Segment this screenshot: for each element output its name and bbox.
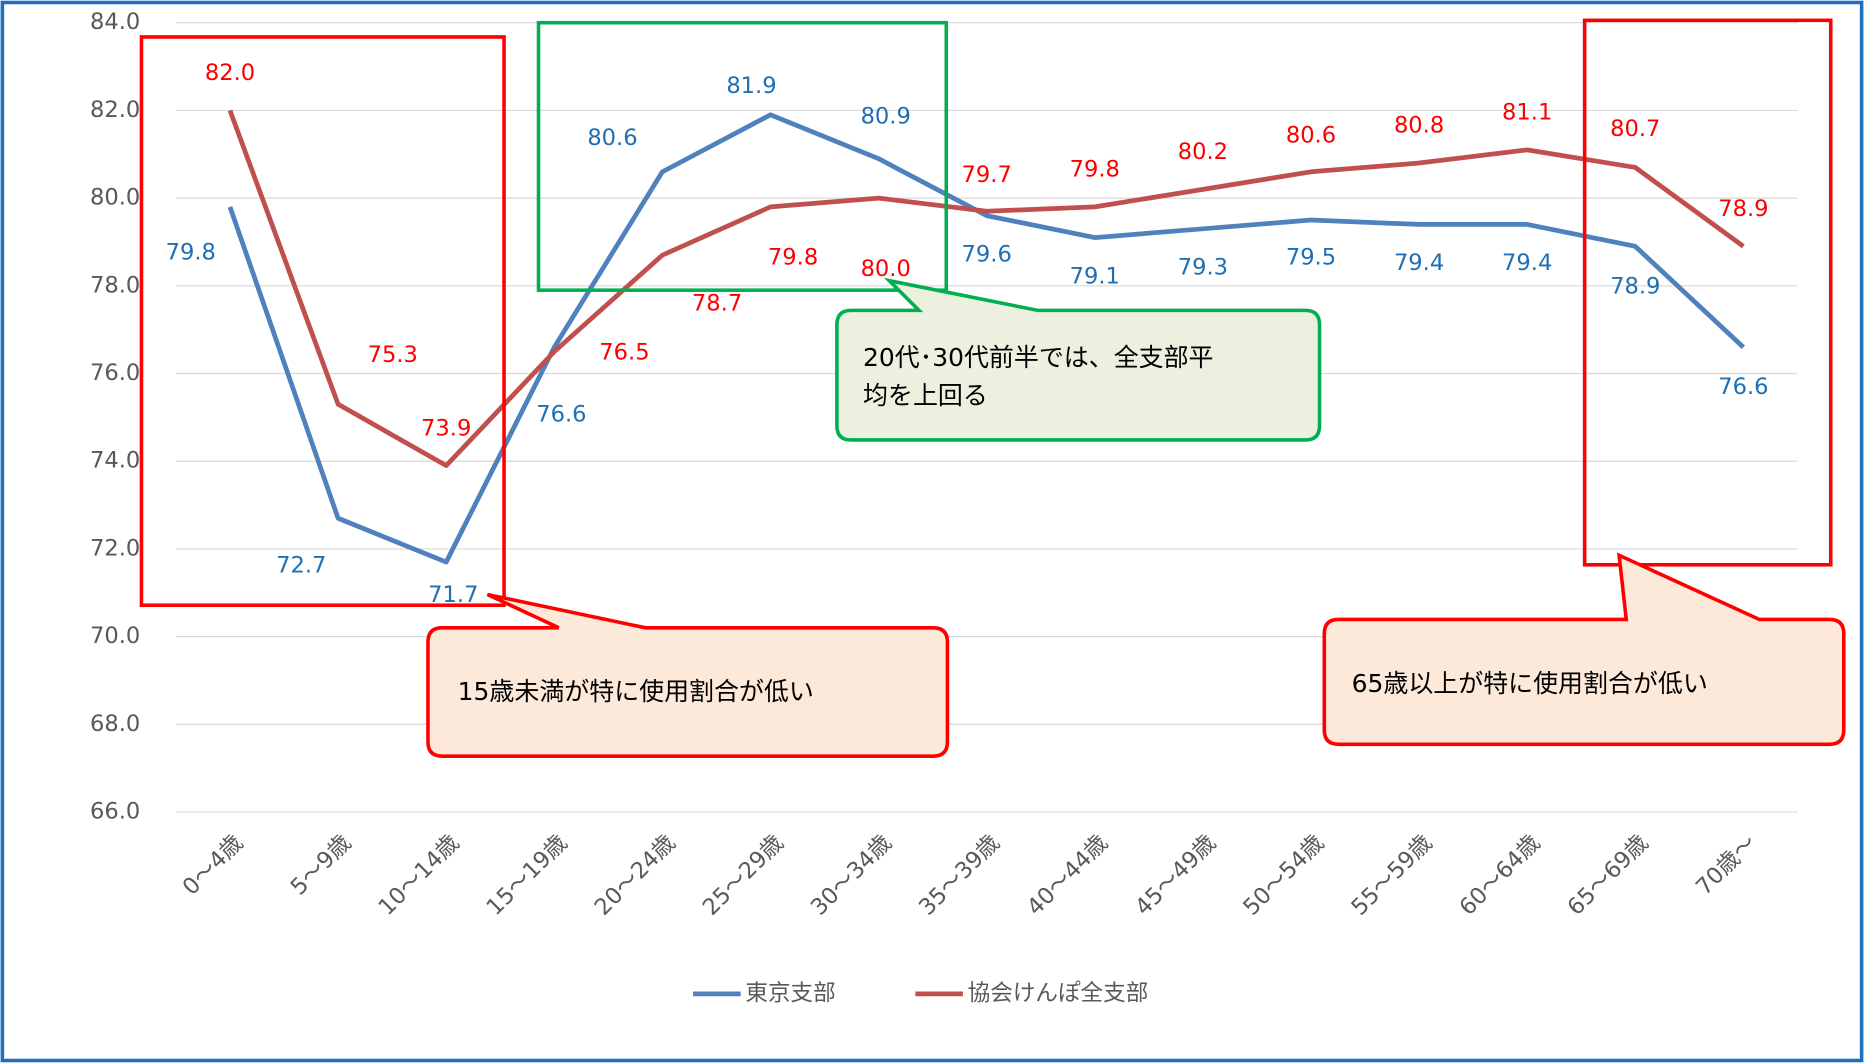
data-label: 81.9 <box>726 73 776 99</box>
legend-label: 協会けんぽ全支部 <box>968 980 1149 1006</box>
data-label: 78.7 <box>692 290 742 316</box>
data-label: 80.2 <box>1178 139 1228 165</box>
data-label: 78.9 <box>1610 273 1660 299</box>
highlight-box <box>1582 18 1833 567</box>
series-line <box>227 109 1745 468</box>
callout <box>1322 552 1846 747</box>
data-label: 79.8 <box>1070 157 1120 183</box>
annotation: 65歳以上が特に使用割合が低い <box>1352 669 1708 698</box>
y-tick-label: 84.0 <box>90 9 140 35</box>
data-label: 80.9 <box>861 104 911 130</box>
data-label: 79.5 <box>1286 245 1336 271</box>
data-label: 78.9 <box>1718 196 1768 222</box>
callout <box>835 277 1322 442</box>
data-label: 79.6 <box>962 241 1012 267</box>
data-label: 79.4 <box>1394 250 1444 276</box>
data-label: 76.6 <box>536 401 586 427</box>
data-label: 79.8 <box>768 245 818 271</box>
y-tick-label: 74.0 <box>90 448 140 474</box>
data-label: 80.6 <box>1286 123 1336 149</box>
y-tick-label: 72.0 <box>90 535 140 561</box>
data-label: 73.9 <box>421 415 471 441</box>
y-tick-label: 70.0 <box>90 623 140 649</box>
data-label: 79.4 <box>1502 250 1552 276</box>
annotations: 15歳未満が特に使用割合が低い 20代･30代前半では、全支部平 均を上回る 6… <box>139 18 1846 758</box>
y-tick-label: 80.0 <box>90 185 140 211</box>
data-label: 80.8 <box>1394 113 1444 139</box>
y-tick-label: 78.0 <box>90 272 140 298</box>
data-label: 82.0 <box>205 60 255 86</box>
y-tick-label: 82.0 <box>90 97 140 123</box>
highlight-box <box>139 35 506 607</box>
data-label: 76.5 <box>599 339 649 365</box>
data-label: 81.1 <box>1502 100 1552 126</box>
data-label: 79.1 <box>1070 263 1120 289</box>
callout <box>426 592 950 758</box>
data-label: 75.3 <box>368 342 418 368</box>
highlight-box <box>536 20 949 292</box>
data-label: 80.7 <box>1610 116 1660 142</box>
data-label: 80.6 <box>587 125 637 151</box>
y-tick-label: 66.0 <box>90 799 140 825</box>
data-label: 80.0 <box>861 256 911 282</box>
y-tick-label: 68.0 <box>90 711 140 737</box>
data-label: 72.7 <box>276 552 326 578</box>
data-label: 79.3 <box>1178 255 1228 281</box>
legend-label: 東京支部 <box>745 980 835 1006</box>
data-label: 79.8 <box>166 240 216 266</box>
annotation: 20代･30代前半では、全支部平 <box>863 343 1213 372</box>
annotation: 15歳未満が特に使用割合が低い <box>458 677 814 706</box>
series-line <box>227 112 1745 565</box>
annotation: 均を上回る <box>863 381 988 410</box>
y-tick-label: 76.0 <box>90 360 140 386</box>
data-label: 79.7 <box>962 162 1012 188</box>
data-label: 76.6 <box>1718 374 1768 400</box>
